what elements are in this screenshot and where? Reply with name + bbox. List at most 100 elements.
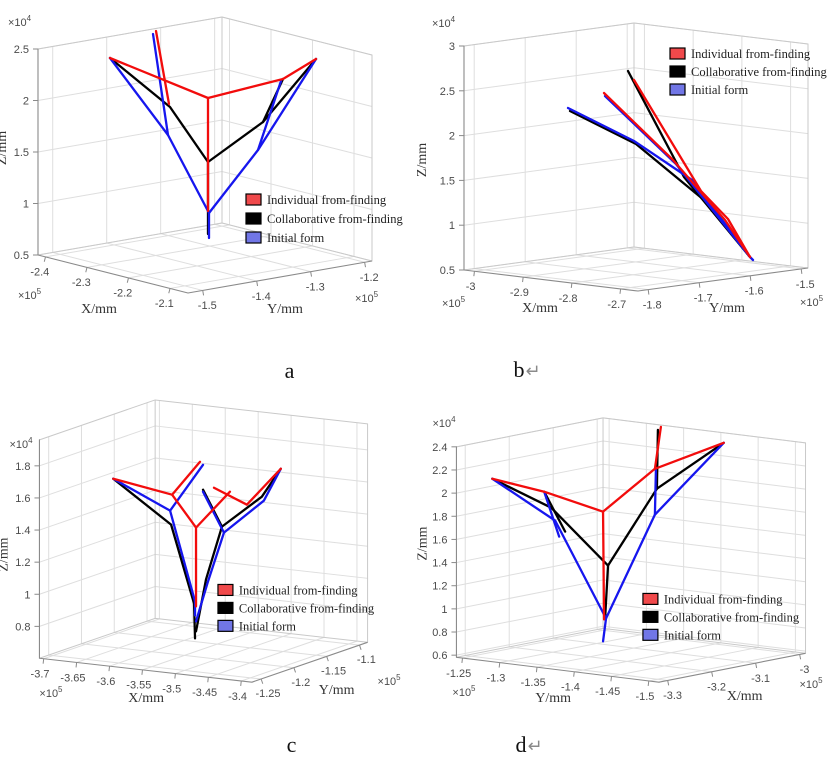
right-axis-tick-label: -3: [800, 664, 810, 676]
left-axis-tick-label: -2.4: [30, 266, 49, 278]
left-axis-tick-label: -3: [466, 281, 476, 293]
left-axis-tick: [498, 662, 501, 668]
box-bottom-back-edge: [38, 617, 369, 659]
left-axis-tick-label: -1.45: [595, 686, 620, 698]
legend-label-individual-from-finding: Individual from-finding: [664, 592, 783, 606]
z-axis-tick-label: 2: [23, 96, 29, 108]
right-axis-tick: [698, 282, 701, 288]
right-axis-tick-label: -3.3: [663, 690, 682, 702]
wall-grid-line: [38, 425, 369, 467]
legend-label-collaborative-from-finding: Collaborative from-finding: [664, 610, 799, 624]
right-axis-tick: [799, 654, 802, 660]
series-line-initial-form: [566, 106, 755, 262]
return-mark-icon: ↵: [527, 736, 543, 757]
caption-letter: d: [515, 732, 527, 757]
right-axis-name-label: Y/mm: [319, 683, 355, 698]
plot-svg-c: -3.7 -3.65 -3.6 -3.55 -3.5 -3.45 -3.4 -1.25 -1.2…: [0, 399, 401, 706]
left-axis-name-label: X/mm: [522, 301, 558, 316]
left-axis-tick-label: -3.5: [162, 683, 181, 695]
floor-grid-line: [627, 247, 802, 270]
x-and-z-axis-line: [38, 439, 253, 683]
subplot-a: -2.4 -2.3 -2.2 -2.1 -1.5 -1.4 -1.3 -1.2 0.5 1 1.5 2…: [0, 0, 414, 382]
floor-grid-line: [146, 620, 360, 646]
series-line-collaborative-from-finding: [112, 477, 196, 605]
legend-label-individual-from-finding: Individual from-finding: [239, 583, 358, 597]
floor-grid-line: [109, 625, 226, 667]
series-line-initial-form: [543, 490, 561, 538]
series-line-individual-from-finding: [601, 510, 606, 621]
left-axis-tick-label: -2.7: [607, 299, 626, 311]
right-axis-tick-label: -3.2: [707, 681, 726, 693]
z-axis-tick-label: 1.4: [15, 525, 30, 537]
left-axis-tick-label: -2.1: [155, 298, 174, 310]
floor-grid-line: [169, 255, 355, 289]
z-axis-tick-label: 2: [441, 488, 447, 500]
series-line-individual-from-finding: [212, 467, 282, 506]
series-line-collaborative-from-finding: [108, 56, 318, 164]
z-axis-tick-label: 0.5: [440, 265, 455, 277]
left-axis-tick-label: -1.35: [521, 677, 546, 689]
floor-grid-line: [611, 646, 759, 677]
z-axis-tick-label: 0.6: [432, 650, 447, 662]
right-axis-exponent-label: ×105: [800, 676, 824, 691]
z-axis-tick-label: 0.8: [432, 627, 447, 639]
series-line-collaborative-from-finding: [491, 441, 725, 567]
wall-grid-line: [463, 246, 809, 271]
z-axis-tick-label: 0.8: [15, 621, 30, 633]
caption-letter: b: [513, 357, 525, 382]
legend-swatch-initial-form: [245, 231, 262, 244]
wall-grid-line: [38, 521, 369, 563]
return-mark-icon: ↵: [525, 361, 541, 382]
series-line-individual-from-finding: [602, 91, 752, 259]
series-line-individual-from-finding: [170, 460, 202, 496]
left-axis-tick: [207, 677, 209, 683]
z-axis-tick-label: 1: [441, 604, 447, 616]
x-and-z-axis-line: [455, 446, 660, 683]
floor-grid-line: [620, 265, 791, 290]
floor-grid-line: [48, 654, 262, 680]
floor-grid-line: [214, 223, 365, 263]
left-axis-tick-label: -3.4: [228, 691, 247, 703]
floor-grid-line: [499, 633, 647, 664]
left-axis-tick: [108, 666, 111, 672]
left-axis-tick: [610, 676, 613, 682]
legend-swatch-individual-from-finding: [245, 193, 262, 206]
series-line-initial-form: [168, 463, 205, 512]
series-line-individual-from-finding: [632, 78, 752, 259]
series-line-initial-form: [151, 32, 170, 137]
legend: Individual from-finding Collaborative fro…: [669, 47, 827, 97]
left-axis-tick: [473, 271, 475, 277]
floor-grid-line: [81, 643, 294, 669]
subplot-c: -3.7 -3.65 -3.6 -3.55 -3.5 -3.45 -3.4 -1.25 -1.2…: [0, 380, 414, 759]
wall-grid-line: [37, 16, 373, 56]
right-axis-tick: [667, 680, 670, 686]
left-axis-tick: [570, 282, 573, 289]
legend-label-collaborative-from-finding: Collaborative from-finding: [239, 601, 374, 615]
legend: Individual from-finding Collaborative fro…: [642, 592, 799, 642]
floor-grid-line: [576, 254, 751, 277]
z-axis-tick-label: 1.5: [14, 147, 29, 159]
left-axis-tick: [42, 658, 45, 664]
floor-grid-line: [574, 642, 721, 673]
left-axis-tick: [43, 256, 46, 262]
z-axis-exponent-label: ×104: [432, 415, 456, 430]
legend-swatch-individual-from-finding: [669, 47, 686, 60]
floor-grid-line: [597, 629, 800, 655]
series-line-initial-form: [112, 477, 197, 603]
z-axis-tick-label: 1.6: [432, 534, 447, 546]
right-axis-tick: [749, 275, 752, 281]
z-axis-tick-label: 3: [449, 41, 455, 53]
z-axis-tick-label: 2: [449, 131, 455, 143]
left-axis-exponent-label: ×105: [39, 685, 63, 700]
right-axis-tick-label: -1.15: [321, 666, 346, 678]
left-axis-tick: [461, 657, 464, 664]
z-axis-tick-label: 1.8: [432, 511, 447, 523]
left-axis-exponent-label: ×105: [442, 295, 466, 310]
left-axis-tick: [75, 662, 78, 668]
floor-grid-line: [175, 633, 292, 675]
z-axis-tick-label: 2.4: [432, 442, 447, 454]
y-axis-line: [637, 267, 809, 292]
series-line-individual-from-finding: [112, 477, 232, 529]
right-axis-tick-label: -1.3: [306, 281, 325, 293]
